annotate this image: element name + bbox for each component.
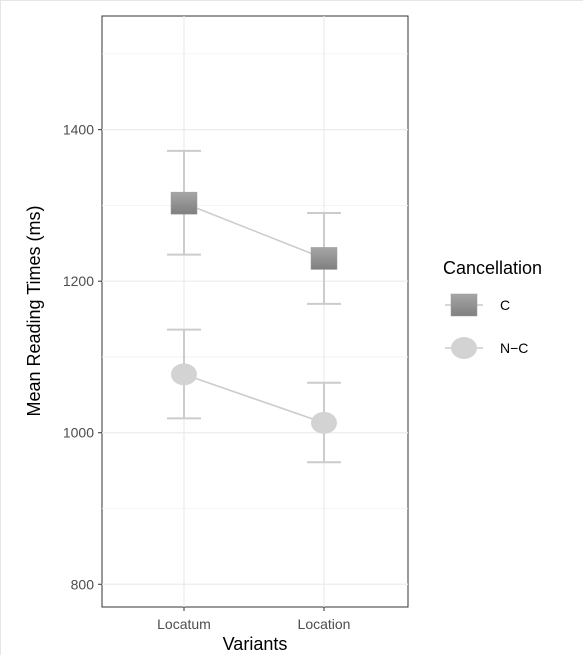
legend-label: N−C <box>500 340 528 356</box>
data-point-square <box>170 191 198 215</box>
y-axis-ticks: 800 1000 1200 1400 <box>63 122 102 592</box>
legend-title: Cancellation <box>443 258 542 278</box>
legend: Cancellation C N−C <box>443 258 542 359</box>
data-point-circle <box>311 411 337 434</box>
series-line <box>183 373 325 424</box>
legend-key-circle <box>451 337 477 359</box>
x-tick-label: Locatum <box>157 616 211 632</box>
x-axis-title: Variants <box>223 634 288 654</box>
data-point-square <box>310 247 338 270</box>
series-lines <box>183 202 325 424</box>
y-tick-label: 800 <box>71 576 95 592</box>
legend-key-square <box>450 293 478 317</box>
series-line <box>183 202 325 260</box>
y-axis-title: Mean Reading Times (ms) <box>24 205 44 416</box>
data-points <box>170 191 338 434</box>
grid-lines <box>102 16 408 607</box>
legend-label: C <box>500 297 510 313</box>
legend-items: C N−C <box>445 293 528 359</box>
data-point-circle <box>171 363 197 386</box>
y-tick-label: 1400 <box>63 122 94 138</box>
x-tick-label: Location <box>298 616 351 632</box>
x-axis-ticks: Locatum Location <box>157 607 350 632</box>
y-tick-label: 1000 <box>63 425 94 441</box>
y-tick-label: 1200 <box>63 273 94 289</box>
